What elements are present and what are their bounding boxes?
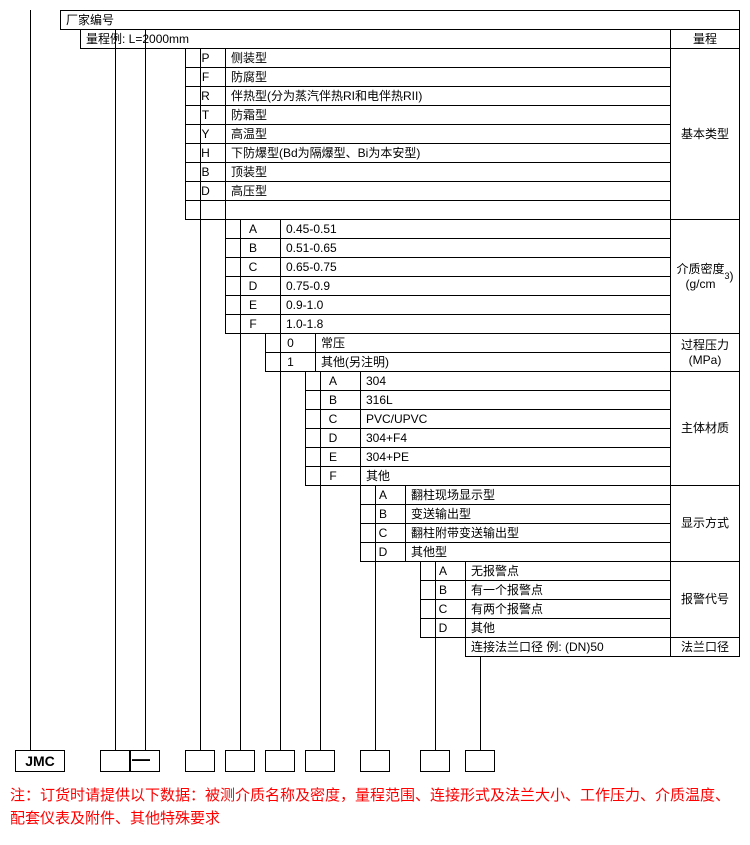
material-desc: 其他 [360, 466, 671, 486]
material-code: E [305, 447, 361, 467]
display-label: 显示方式 [670, 485, 740, 562]
basic-type-blank [225, 200, 671, 220]
connector-vline [375, 485, 376, 750]
basic-type-desc: 侧装型 [225, 48, 671, 68]
density-desc: 0.51-0.65 [280, 238, 671, 258]
basic-type-code: R [185, 86, 226, 106]
density-code: D [225, 276, 281, 296]
alarm-code: B [420, 580, 466, 600]
alarm-desc: 其他 [465, 618, 671, 638]
material-code: A [305, 371, 361, 391]
material-desc: 316L [360, 390, 671, 410]
material-desc: 304+F4 [360, 428, 671, 448]
code-box-5 [265, 750, 295, 772]
connector-vline [240, 219, 241, 750]
range-example-cell: 量程例: L=2000mm [80, 29, 671, 49]
alarm-label: 报警代号 [670, 561, 740, 638]
basic-type-code: P [185, 48, 226, 68]
basic-type-code: Y [185, 124, 226, 144]
code-box-7 [360, 750, 390, 772]
pressure-desc: 其他(另注明) [315, 352, 671, 372]
connector-vline-extra [435, 561, 436, 750]
code-box-1 [100, 750, 130, 772]
basic-type-label: 基本类型 [670, 48, 740, 220]
alarm-desc: 无报警点 [465, 561, 671, 581]
manufacturer-number-cell: 厂家编号 [60, 10, 740, 30]
density-desc: 0.75-0.9 [280, 276, 671, 296]
basic-type-desc: 高温型 [225, 124, 671, 144]
density-code: C [225, 257, 281, 277]
display-desc: 变送输出型 [405, 504, 671, 524]
alarm-code: C [420, 599, 466, 619]
alarm-desc: 有两个报警点 [465, 599, 671, 619]
display-code: C [360, 523, 406, 543]
material-desc: 304 [360, 371, 671, 391]
material-code: C [305, 409, 361, 429]
material-code: B [305, 390, 361, 410]
flange-label: 法兰口径 [670, 637, 740, 657]
material-desc: 304+PE [360, 447, 671, 467]
dash-separator: — [132, 748, 150, 770]
connector-vline [30, 10, 31, 750]
density-code: E [225, 295, 281, 315]
order-footnote: 注：订货时请提供以下数据：被测介质名称及密度，量程范围、连接形式及法兰大小、工作… [10, 785, 730, 830]
basic-type-code: F [185, 67, 226, 87]
material-code: D [305, 428, 361, 448]
density-desc: 0.65-0.75 [280, 257, 671, 277]
density-label: 介质密度(g/cm3) [670, 219, 740, 334]
basic-type-desc: 伴热型(分为蒸汽伴热RI和电伴热RII) [225, 86, 671, 106]
connector-vline [280, 333, 281, 750]
display-desc: 其他型 [405, 542, 671, 562]
display-code: A [360, 485, 406, 505]
connector-vline [145, 29, 146, 750]
density-desc: 0.9-1.0 [280, 295, 671, 315]
connector-vline-flange [480, 656, 481, 750]
alarm-code: D [420, 618, 466, 638]
density-desc: 0.45-0.51 [280, 219, 671, 239]
pressure-code: 0 [265, 333, 316, 353]
basic-type-desc: 顶装型 [225, 162, 671, 182]
code-box-8 [420, 750, 450, 772]
basic-type-desc: 下防爆型(Bd为隔爆型、Bi为本安型) [225, 143, 671, 163]
display-code: D [360, 542, 406, 562]
range-column-label: 量程 [670, 29, 740, 49]
basic-type-code: T [185, 105, 226, 125]
material-code: F [305, 466, 361, 486]
alarm-code: A [420, 561, 466, 581]
pressure-desc: 常压 [315, 333, 671, 353]
code-box-4 [225, 750, 255, 772]
material-label: 主体材质 [670, 371, 740, 486]
basic-type-desc: 防霜型 [225, 105, 671, 125]
display-code: B [360, 504, 406, 524]
code-box-6 [305, 750, 335, 772]
jmc-code-box: JMC [15, 750, 65, 772]
flange-desc: 连接法兰口径 例: (DN)50 [465, 637, 671, 657]
ordering-code-diagram: 厂家编号量程例: L=2000mm量程P侧装型F防腐型R伴热型(分为蒸汽伴热RI… [10, 10, 740, 835]
connector-vline [320, 371, 321, 750]
density-code: F [225, 314, 281, 334]
basic-type-desc: 防腐型 [225, 67, 671, 87]
density-desc: 1.0-1.8 [280, 314, 671, 334]
pressure-code: 1 [265, 352, 316, 372]
connector-vline [115, 29, 116, 750]
alarm-desc: 有一个报警点 [465, 580, 671, 600]
basic-type-code: H [185, 143, 226, 163]
density-code: B [225, 238, 281, 258]
basic-type-code: B [185, 162, 226, 182]
material-desc: PVC/UPVC [360, 409, 671, 429]
basic-type-desc: 高压型 [225, 181, 671, 201]
pressure-label: 过程压力(MPa) [670, 333, 740, 372]
basic-type-blank [185, 200, 226, 220]
code-box-9 [465, 750, 495, 772]
basic-type-code: D [185, 181, 226, 201]
display-desc: 翻柱现场显示型 [405, 485, 671, 505]
density-code: A [225, 219, 281, 239]
code-box-3 [185, 750, 215, 772]
display-desc: 翻柱附带变送输出型 [405, 523, 671, 543]
connector-vline [200, 48, 201, 750]
